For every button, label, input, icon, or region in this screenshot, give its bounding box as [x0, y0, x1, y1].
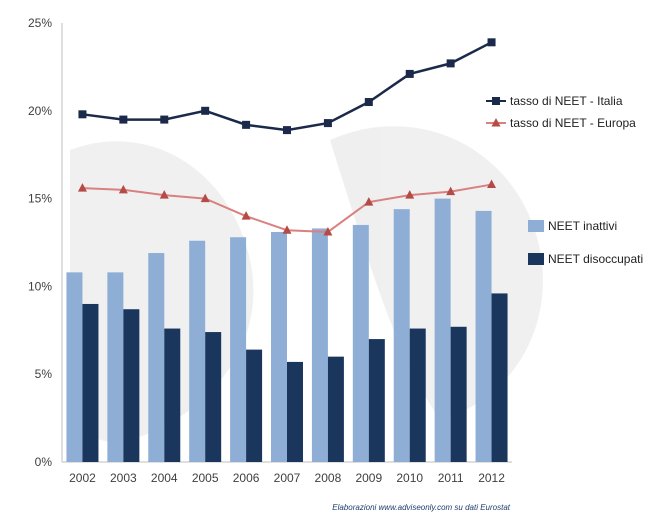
point: [364, 197, 374, 206]
x-tick-label: 2007: [274, 471, 301, 485]
x-tick-label: 2006: [233, 471, 260, 485]
y-tick-label: 0%: [35, 455, 53, 469]
point: [282, 225, 292, 234]
x-tick-label: 2012: [478, 471, 505, 485]
bar: [491, 293, 508, 462]
point: [78, 110, 87, 119]
point: [446, 59, 455, 68]
source-note: Elaborazioni www.adviseonly.com su dati …: [332, 503, 510, 512]
point: [160, 115, 169, 124]
bar: [311, 228, 328, 462]
y-tick-label: 10%: [28, 279, 52, 293]
bar: [107, 272, 124, 462]
y-tick-label: 20%: [28, 104, 52, 118]
bar: [164, 328, 181, 462]
point: [487, 38, 496, 47]
point: [323, 119, 332, 128]
axis-labels: 0% 5% 10% 15% 20% 25% 2002 2003 2004 2005 2006 2007…: [28, 16, 505, 485]
legend-label: tasso di NEET - Italia: [510, 94, 623, 108]
lines: [77, 38, 497, 236]
x-tick-label: 2011: [438, 471, 464, 485]
point: [364, 98, 373, 107]
bars: [66, 198, 508, 462]
bar: [66, 272, 83, 462]
bar: [287, 361, 303, 462]
legend-swatch: [528, 220, 544, 232]
point: [487, 179, 497, 189]
point: [159, 190, 169, 199]
point: [323, 226, 333, 236]
legend-marker: [492, 97, 500, 105]
point: [77, 183, 87, 192]
x-tick-label: 2009: [355, 471, 382, 485]
bar: [82, 303, 99, 462]
x-tick-label: 2004: [151, 471, 178, 485]
point: [241, 211, 251, 220]
x-tick-label: 2005: [192, 471, 219, 485]
x-tick-label: 2010: [396, 471, 423, 485]
watermark: [70, 126, 543, 442]
point: [446, 186, 456, 196]
x-tick-label: 2002: [69, 471, 96, 485]
legend-swatch: [528, 253, 544, 265]
point: [119, 115, 128, 124]
point: [200, 193, 210, 203]
bar: [123, 309, 140, 462]
point: [118, 184, 128, 194]
y-tick-label: 25%: [28, 16, 52, 30]
x-tick-label: 2008: [315, 471, 342, 485]
point: [405, 190, 415, 199]
y-tick-label: 5%: [35, 367, 53, 381]
point: [283, 126, 291, 135]
bar: [246, 349, 263, 462]
legend-label: NEET disoccupati: [548, 252, 643, 266]
legend-label: NEET inattivi: [548, 219, 617, 233]
point: [242, 120, 251, 129]
bar: [409, 328, 426, 462]
legend-label: tasso di NEET - Europa: [510, 116, 636, 130]
legend: tasso di NEET - Italia tasso di NEET - Eu…: [486, 94, 643, 266]
bar: [271, 231, 287, 462]
bar: [368, 339, 385, 462]
series-line: [82, 41, 493, 132]
bar: [475, 210, 492, 462]
y-tick-label: 15%: [28, 192, 52, 206]
bar: [352, 224, 369, 462]
point: [201, 106, 210, 115]
bar: [327, 356, 344, 462]
bar: [189, 240, 206, 462]
bar: [148, 253, 165, 462]
bar: [450, 326, 467, 462]
bar: [230, 237, 247, 462]
x-tick-label: 2003: [110, 471, 137, 485]
bar: [434, 198, 451, 462]
legend-marker: [491, 118, 501, 127]
point: [405, 69, 414, 78]
bar: [205, 332, 222, 462]
bar: [393, 209, 410, 462]
